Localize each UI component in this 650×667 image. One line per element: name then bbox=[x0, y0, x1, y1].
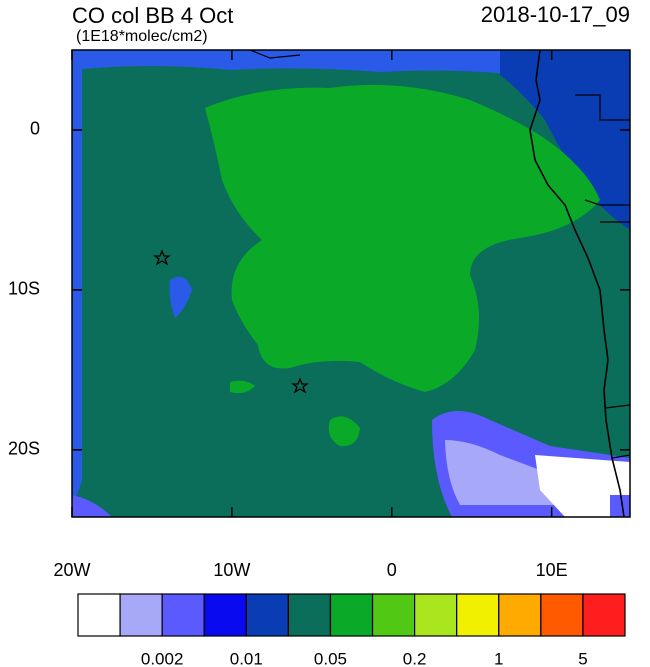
colorbar-box bbox=[161, 593, 205, 637]
colorbar-box bbox=[456, 593, 500, 637]
colorbar-label: 0.05 bbox=[314, 649, 347, 667]
colorbar-box bbox=[203, 593, 247, 637]
field-plume-white bbox=[535, 455, 630, 517]
colorbar-box bbox=[119, 593, 163, 637]
map-frame bbox=[71, 49, 631, 518]
x-tick-label: 10W bbox=[213, 560, 250, 580]
colorbar-box bbox=[371, 593, 416, 637]
colorbar-label: 1 bbox=[494, 649, 503, 667]
border bbox=[575, 94, 630, 121]
site-star bbox=[291, 377, 309, 394]
colorbar-box bbox=[287, 593, 332, 637]
colorbar-label: 5 bbox=[578, 649, 587, 667]
field-corner bbox=[72, 495, 112, 517]
field-edge bbox=[72, 60, 82, 505]
colorbar-label: 0.01 bbox=[230, 649, 263, 667]
x-tick-label: 20W bbox=[53, 560, 90, 580]
field-blue-patch bbox=[169, 276, 192, 318]
units: (1E18*molec/cm2) bbox=[76, 28, 208, 45]
date: 2018-10-17_09 bbox=[481, 2, 630, 27]
colorbar-box bbox=[540, 593, 584, 637]
border bbox=[611, 454, 630, 459]
colorbar-label: 0.2 bbox=[403, 649, 427, 667]
x-tick-label: 0 bbox=[387, 560, 397, 580]
colorbar-box bbox=[245, 593, 289, 637]
y-tick-label: 20S bbox=[8, 439, 40, 459]
field-green-patch bbox=[230, 380, 255, 394]
map-field bbox=[72, 50, 630, 517]
colorbar-label: 0.002 bbox=[141, 649, 184, 667]
x-tick-label: 10E bbox=[536, 560, 568, 580]
field-green bbox=[205, 84, 600, 392]
border bbox=[249, 50, 301, 59]
field-green-patch bbox=[328, 416, 360, 447]
border bbox=[604, 404, 630, 409]
border bbox=[584, 199, 630, 206]
colorbar-box bbox=[498, 593, 542, 637]
coastline bbox=[529, 50, 625, 517]
y-tick-label: 0 bbox=[30, 119, 40, 139]
colorbar-box bbox=[414, 593, 458, 637]
title: CO col BB 4 Oct bbox=[72, 3, 233, 28]
colorbar-box bbox=[582, 593, 626, 637]
site-star bbox=[153, 249, 171, 266]
y-tick-label: 10S bbox=[8, 279, 40, 299]
field-blue bbox=[72, 50, 630, 95]
field-plume-light bbox=[445, 440, 560, 505]
colorbar-box bbox=[77, 593, 121, 637]
colorbar-box bbox=[329, 593, 374, 637]
